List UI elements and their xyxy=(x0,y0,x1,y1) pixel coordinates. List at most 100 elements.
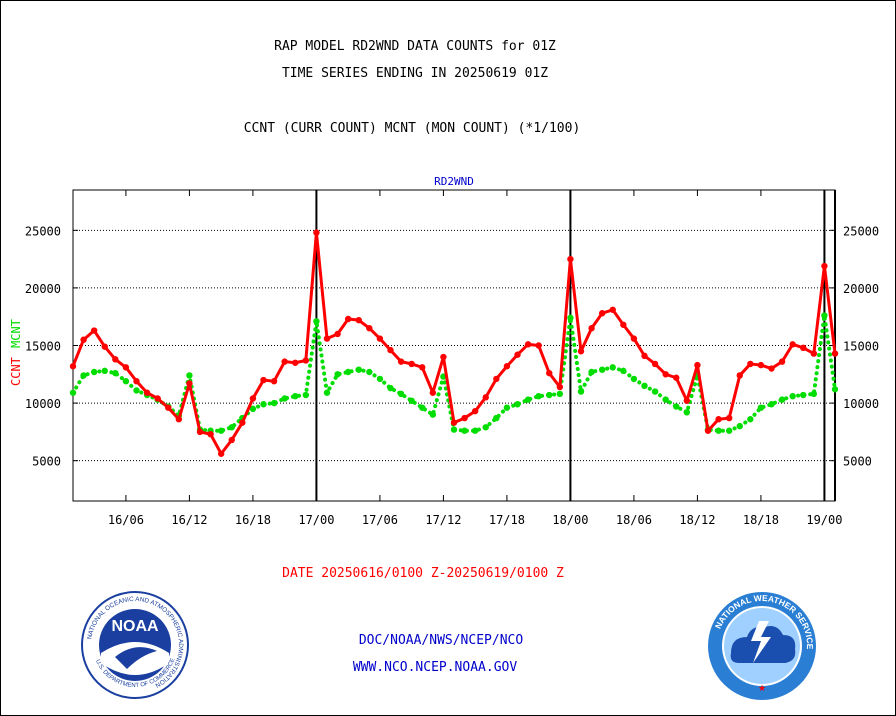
y-tick-label-right: 20000 xyxy=(843,282,879,296)
y-tick-label-right: 15000 xyxy=(843,340,879,354)
data-point-mcnt xyxy=(90,368,98,376)
data-point-ccnt xyxy=(598,310,606,317)
data-point-ccnt xyxy=(503,363,511,370)
data-point-ccnt xyxy=(355,316,362,324)
data-point-ccnt xyxy=(831,350,839,357)
x-tick-label: 16/06 xyxy=(108,513,144,527)
data-point-ccnt xyxy=(768,365,775,372)
data-point-ccnt xyxy=(546,369,553,377)
data-point-mcnt xyxy=(588,368,595,376)
data-point-ccnt xyxy=(556,383,564,391)
y-tick-label-right: 10000 xyxy=(843,397,879,411)
data-point-ccnt xyxy=(249,395,257,402)
data-point-ccnt xyxy=(535,342,542,349)
data-point-ccnt xyxy=(609,306,616,313)
data-point-ccnt xyxy=(323,335,331,342)
data-point-mcnt xyxy=(493,414,500,422)
data-point-mcnt xyxy=(429,411,437,418)
data-point-mcnt xyxy=(80,372,87,379)
data-point-mcnt xyxy=(662,396,669,403)
data-point-ccnt xyxy=(80,336,87,343)
x-tick-label: 18/12 xyxy=(679,513,715,527)
data-point-ccnt xyxy=(334,330,341,338)
data-point-mcnt xyxy=(69,389,77,396)
nws-star-icon: ★ xyxy=(758,684,766,694)
data-point-ccnt xyxy=(344,315,352,323)
data-point-ccnt xyxy=(281,358,288,365)
data-point-mcnt xyxy=(260,401,267,408)
x-tick-label: 17/06 xyxy=(362,513,398,527)
data-point-mcnt xyxy=(577,388,585,395)
data-point-ccnt xyxy=(408,360,415,368)
data-point-mcnt xyxy=(514,401,521,408)
noaa-logo: NOAA NATIONAL OCEANIC AND ATMOSPHERIC AD… xyxy=(81,591,189,699)
data-point-mcnt xyxy=(292,392,299,400)
y-tick-label-left: 15000 xyxy=(25,340,61,354)
data-point-ccnt xyxy=(302,357,310,364)
data-point-ccnt xyxy=(175,416,183,423)
data-point-mcnt xyxy=(249,405,257,413)
data-point-mcnt xyxy=(419,404,426,411)
data-point-ccnt xyxy=(207,430,214,438)
data-point-ccnt xyxy=(186,380,193,387)
data-point-ccnt xyxy=(683,397,691,404)
data-point-ccnt xyxy=(567,255,574,263)
data-point-mcnt xyxy=(736,422,743,430)
data-point-mcnt xyxy=(778,396,786,403)
y-axis-label-mcnt: MCNT xyxy=(9,319,23,348)
data-point-mcnt xyxy=(620,367,627,375)
data-point-mcnt xyxy=(387,384,394,392)
data-point-ccnt xyxy=(387,346,394,354)
data-point-mcnt xyxy=(725,427,733,434)
data-point-mcnt xyxy=(546,391,553,399)
data-point-mcnt xyxy=(789,392,796,400)
data-point-ccnt xyxy=(313,229,320,236)
data-point-ccnt xyxy=(800,344,807,352)
data-point-mcnt xyxy=(313,318,320,325)
data-point-ccnt xyxy=(704,427,712,434)
data-point-ccnt xyxy=(69,363,77,370)
data-point-mcnt xyxy=(270,399,278,407)
url-line: WWW.NCO.NCEP.NOAA.GOV xyxy=(352,660,518,675)
y-axis-label-ccnt: CCNT xyxy=(9,357,23,386)
data-point-mcnt xyxy=(133,387,140,394)
data-point-ccnt xyxy=(270,378,278,385)
data-point-ccnt xyxy=(620,321,627,328)
data-point-mcnt xyxy=(408,397,415,404)
data-point-ccnt xyxy=(725,414,733,422)
data-point-mcnt xyxy=(800,391,807,399)
data-point-ccnt xyxy=(239,419,246,426)
x-tick-label: 17/18 xyxy=(489,513,525,527)
chart-title-line2: TIME SERIES ENDING IN 20250619 01Z xyxy=(281,66,549,81)
data-point-mcnt xyxy=(757,404,765,411)
data-point-mcnt xyxy=(535,392,542,400)
data-point-mcnt xyxy=(450,426,458,433)
y-tick-label-left: 10000 xyxy=(25,397,61,411)
data-point-mcnt xyxy=(598,366,606,373)
x-tick-label: 19/00 xyxy=(806,513,842,527)
data-point-ccnt xyxy=(133,378,140,385)
data-point-ccnt xyxy=(429,389,437,396)
y-tick-label-left: 20000 xyxy=(25,282,61,296)
x-tick-label: 18/00 xyxy=(552,513,588,527)
data-point-ccnt xyxy=(757,361,765,369)
data-point-mcnt xyxy=(122,378,130,385)
org-line: DOC/NOAA/NWS/NCEP/NCO xyxy=(358,633,524,648)
data-point-ccnt xyxy=(376,335,384,342)
data-point-mcnt xyxy=(630,375,638,383)
data-point-ccnt xyxy=(196,428,204,436)
data-point-ccnt xyxy=(471,407,479,415)
data-point-mcnt xyxy=(186,372,193,379)
data-point-mcnt xyxy=(524,396,532,403)
data-point-ccnt xyxy=(228,436,235,444)
data-point-ccnt xyxy=(461,414,468,422)
x-tick-label: 18/06 xyxy=(616,513,652,527)
x-tick-label: 18/18 xyxy=(743,513,779,527)
data-point-ccnt xyxy=(673,374,680,381)
data-point-ccnt xyxy=(217,450,225,457)
data-point-mcnt xyxy=(810,390,818,398)
chart-series-title: RD2WND xyxy=(434,175,474,188)
nws-logo: NATIONAL WEATHER SERVICE ★ xyxy=(708,592,816,700)
data-point-ccnt xyxy=(122,364,130,371)
y-tick-label-left: 25000 xyxy=(25,224,61,238)
